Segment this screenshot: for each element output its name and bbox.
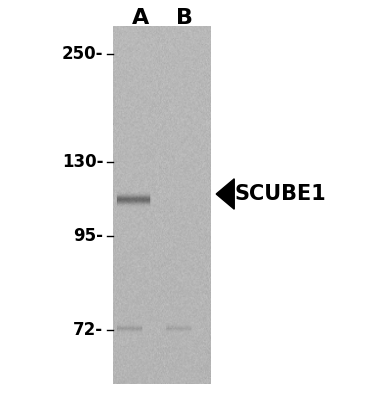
Text: 250-: 250- bbox=[62, 45, 103, 63]
Text: 95-: 95- bbox=[73, 227, 103, 245]
Text: SCUBE1: SCUBE1 bbox=[235, 184, 327, 204]
Polygon shape bbox=[216, 179, 234, 209]
Text: 130-: 130- bbox=[62, 153, 103, 171]
Text: A: A bbox=[132, 8, 150, 28]
Text: B: B bbox=[176, 8, 193, 28]
Text: 72-: 72- bbox=[73, 321, 103, 339]
